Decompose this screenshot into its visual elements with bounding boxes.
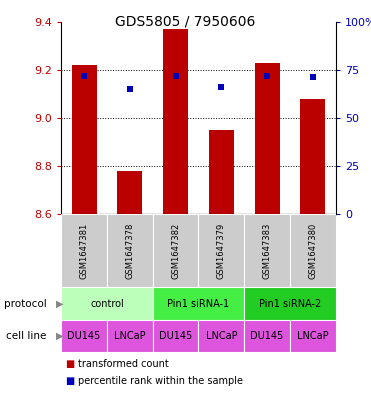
Text: control: control xyxy=(90,299,124,309)
Bar xyxy=(72,65,97,214)
Text: GSM1647380: GSM1647380 xyxy=(308,222,317,279)
Text: DU145: DU145 xyxy=(68,331,101,341)
Text: GDS5805 / 7950606: GDS5805 / 7950606 xyxy=(115,15,256,29)
Text: protocol: protocol xyxy=(4,299,46,309)
Bar xyxy=(153,320,198,352)
Bar xyxy=(163,29,188,214)
Bar xyxy=(198,214,244,287)
Text: Pin1 siRNA-2: Pin1 siRNA-2 xyxy=(259,299,321,309)
Text: LNCaP: LNCaP xyxy=(297,331,329,341)
Text: cell line: cell line xyxy=(6,331,46,341)
Bar xyxy=(153,287,244,320)
Text: GSM1647381: GSM1647381 xyxy=(80,222,89,279)
Bar xyxy=(290,320,336,352)
Text: GSM1647378: GSM1647378 xyxy=(125,222,134,279)
Text: ■: ■ xyxy=(65,359,74,369)
Bar xyxy=(244,320,290,352)
Text: ▶: ▶ xyxy=(56,299,63,309)
Bar xyxy=(244,214,290,287)
Bar xyxy=(61,320,107,352)
Bar xyxy=(290,214,336,287)
Text: ■: ■ xyxy=(65,376,74,386)
Text: GSM1647382: GSM1647382 xyxy=(171,222,180,279)
Text: GSM1647383: GSM1647383 xyxy=(263,222,272,279)
Text: Pin1 siRNA-1: Pin1 siRNA-1 xyxy=(167,299,230,309)
Text: DU145: DU145 xyxy=(159,331,192,341)
Bar xyxy=(61,287,153,320)
Text: DU145: DU145 xyxy=(250,331,284,341)
Text: LNCaP: LNCaP xyxy=(114,331,146,341)
Bar xyxy=(255,62,280,214)
Text: GSM1647379: GSM1647379 xyxy=(217,222,226,279)
Text: LNCaP: LNCaP xyxy=(206,331,237,341)
Bar xyxy=(117,171,142,214)
Bar xyxy=(209,130,234,214)
Text: percentile rank within the sample: percentile rank within the sample xyxy=(78,376,243,386)
Bar xyxy=(61,214,107,287)
Bar xyxy=(244,287,336,320)
Text: ▶: ▶ xyxy=(56,331,63,341)
Bar xyxy=(300,99,325,214)
Bar xyxy=(107,320,153,352)
Text: transformed count: transformed count xyxy=(78,359,169,369)
Bar xyxy=(107,214,153,287)
Bar xyxy=(153,214,198,287)
Bar xyxy=(198,320,244,352)
